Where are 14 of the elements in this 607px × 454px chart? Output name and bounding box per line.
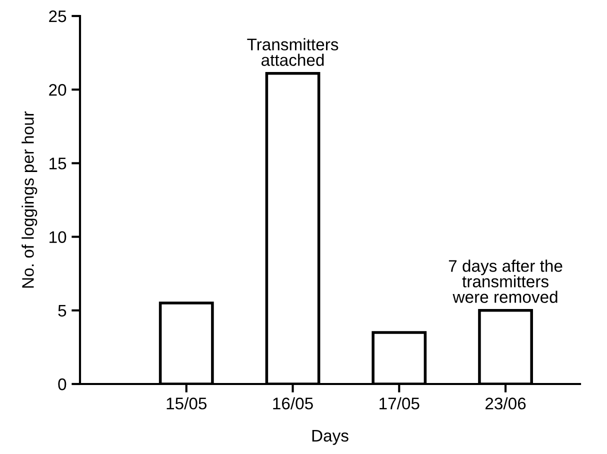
y-tick-label: 15 [50,158,66,170]
x-tick-label: 16/05 [273,397,313,410]
y-tick-label: 0 [58,378,66,390]
y-tick-label: 5 [58,304,66,317]
y-tick-label: 20 [49,84,66,96]
annotation: Transmitters attached [247,38,338,66]
x-axis-title: Days [312,430,348,445]
x-tick-label: 17/05 [380,397,420,410]
y-axis-title: No. of loggings per hour [22,111,38,288]
annotation: 7 days after the transmitters were removed [448,260,562,303]
y-tick-label: 25 [49,10,66,22]
x-tick-label: 15/05 [166,397,207,410]
x-tick-label: 23/06 [486,397,526,410]
y-tick-label: 10 [50,231,66,244]
